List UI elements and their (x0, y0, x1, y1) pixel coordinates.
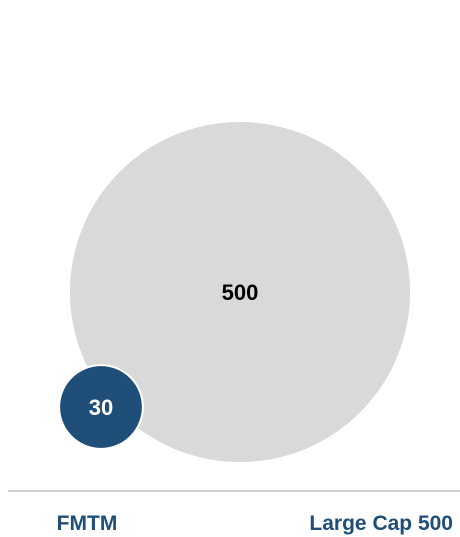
bubble-large-cap-500 (68, 120, 412, 464)
bubble-fmtm (58, 364, 144, 450)
bubble-value-label: 30 (89, 395, 113, 420)
category-label-large-cap-500: Large Cap 500 (309, 512, 453, 535)
bubble-value-label: 500 (222, 280, 259, 305)
category-label-fmtm: FMTM (57, 512, 118, 535)
bubbles-group: 500 30 (58, 120, 412, 464)
category-labels: FMTM Large Cap 500 (57, 512, 453, 535)
